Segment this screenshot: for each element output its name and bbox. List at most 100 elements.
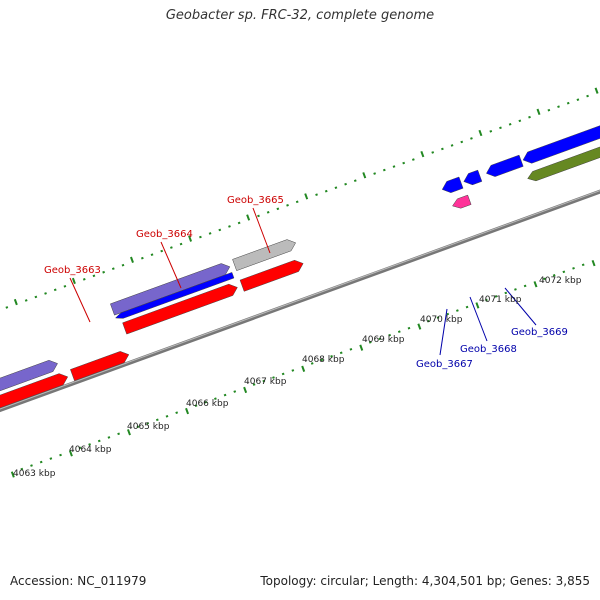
outer-tick-track [5, 87, 599, 309]
outer-tick-mark [237, 221, 241, 225]
genome-backbone [0, 189, 600, 413]
tick-labels: 4063 kbp 4064 kbp 4065 kbp 4066 kbp 4067 kbp… [13, 276, 582, 479]
inner-tick-mark [514, 288, 517, 291]
inner-tick-mark [378, 337, 382, 341]
tick-label: 4067 kbp [244, 377, 287, 387]
tick-label: 4064 kbp [69, 445, 112, 455]
inner-tick-mark [243, 386, 248, 394]
inner-tick-mark [436, 316, 440, 319]
outer-tick-mark [130, 256, 134, 263]
outer-tick-mark [179, 242, 183, 246]
inner-tick-mark [223, 393, 227, 397]
outer-tick-mark [24, 299, 28, 302]
gene-label: Geob_3667 [416, 359, 473, 370]
gene-label-leader [252, 207, 271, 254]
outer-tick-mark [566, 101, 570, 105]
inner-tick-mark [68, 450, 73, 457]
inner-tick-mark [572, 266, 575, 270]
outer-tick-mark [382, 168, 386, 172]
tick-label: 4063 kbp [13, 469, 56, 479]
inner-tick-mark [20, 467, 24, 471]
inner-tick-mark [281, 372, 285, 376]
genome-summary-text: Topology: circular; Length: 4,304,501 bp… [260, 574, 590, 588]
outer-tick-mark [315, 193, 318, 197]
backbone-highlight [0, 190, 600, 410]
inner-tick-mark [233, 390, 237, 393]
inner-tick-mark [136, 425, 140, 429]
gene-label: Geob_3663 [44, 265, 101, 276]
inner-tick-mark [272, 376, 275, 379]
outer-tick-mark [528, 115, 531, 119]
inner-tick-mark [155, 418, 159, 422]
map-title: Geobacter sp. FRC-32, complete genome [165, 8, 435, 23]
gene-label-leader [439, 308, 448, 356]
outer-tick-mark [111, 267, 115, 271]
gene-labels: Geob_3663 Geob_3664 Geob_3665 Geob_3667 Geob… [44, 195, 568, 370]
gene-arrow [527, 146, 600, 182]
gene-arrow [239, 259, 304, 292]
inner-tick-mark [59, 453, 62, 457]
outer-tick-mark [199, 235, 202, 239]
outer-tick-mark [246, 214, 251, 221]
gene-arrow [0, 373, 69, 409]
inner-tick-mark [349, 348, 353, 351]
gene-label: Geob_3664 [136, 229, 193, 240]
outer-tick-mark [63, 285, 67, 288]
gene-arrow [486, 154, 524, 177]
outer-tick-mark [257, 214, 260, 218]
outer-tick-mark [431, 151, 435, 154]
outer-tick-mark [44, 292, 47, 295]
outer-tick-mark [92, 274, 96, 278]
gene-arrow [110, 263, 231, 316]
tick-label: 4068 kbp [302, 355, 345, 365]
tick-label: 4065 kbp [127, 422, 170, 432]
tick-label: 4069 kbp [362, 335, 405, 345]
inner-tick-mark [543, 277, 546, 281]
outer-tick-mark [53, 288, 57, 292]
outer-tick-mark [594, 87, 599, 94]
outer-tick-mark [508, 122, 512, 126]
inner-tick-mark [214, 397, 217, 400]
outer-tick-mark [160, 249, 164, 253]
gene-label: Geob_3669 [511, 327, 568, 338]
inner-tick-mark [165, 414, 169, 418]
outer-tick-mark [82, 277, 86, 281]
outer-tick-mark [470, 137, 473, 140]
outer-tick-mark [489, 130, 493, 133]
gene-arrow [463, 169, 483, 186]
outer-tick-mark [334, 186, 338, 190]
tick-label: 4072 kbp [539, 276, 582, 286]
inner-tick-mark [388, 333, 392, 337]
inner-tick-mark [330, 355, 333, 358]
outer-tick-mark [353, 179, 357, 182]
outer-tick-mark [547, 108, 551, 112]
inner-tick-mark [127, 429, 131, 436]
outer-tick-mark [460, 140, 464, 144]
gene-arrow [232, 239, 297, 271]
inner-tick-mark [252, 383, 256, 386]
gene-arrow [441, 176, 464, 193]
gene-label-leader [504, 287, 537, 326]
inner-tick-mark [562, 270, 566, 274]
gene-arrow [70, 351, 130, 382]
inner-tick-mark [397, 330, 401, 334]
gene-arrow [452, 194, 472, 209]
gene-label: Geob_3665 [227, 195, 284, 206]
outer-tick-mark [373, 172, 377, 175]
inner-tick-mark [97, 439, 101, 443]
inner-tick-mark [368, 340, 372, 344]
outer-tick-mark [13, 298, 18, 306]
gene-label: Geob_3668 [460, 344, 517, 355]
inner-tick-mark [262, 379, 266, 383]
backbone-line [0, 189, 600, 413]
inner-tick-mark [10, 471, 15, 478]
tick-label: 4070 kbp [420, 315, 463, 325]
inner-tick-mark [204, 400, 208, 404]
inner-tick-mark [485, 298, 488, 302]
inner-tick-mark [494, 295, 498, 298]
gene-arrow [114, 272, 235, 319]
inner-tick-mark [107, 436, 111, 439]
inner-tick-mark [465, 305, 469, 309]
inner-tick-mark [426, 319, 430, 323]
outer-tick-mark [441, 147, 444, 151]
